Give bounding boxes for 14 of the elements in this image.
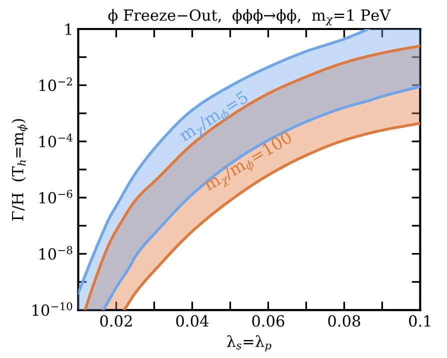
- y-tick-label: 10$^{−10}$: [32, 302, 72, 316]
- x-axis-title: λ$_{s}$=λ$_{p}$: [226, 335, 272, 352]
- x-tick-label: 0.02: [100, 315, 132, 327]
- y-tick-label: 10$^{−6}$: [39, 190, 72, 204]
- chart-title: ϕ Freeze−Out, ϕϕϕ→ϕϕ, m$_{χ}$=1 PeV: [108, 9, 391, 26]
- y-tick-label: 1: [66, 23, 72, 35]
- y-tick-label: 10$^{−8}$: [39, 246, 72, 260]
- x-tick-label: 0.06: [252, 315, 284, 327]
- x-tick-label: 0.1: [409, 315, 430, 327]
- x-tick-label: 0.04: [176, 315, 208, 327]
- y-axis-title: Γ/H (T$_{h}$=m$_{ϕ}$): [12, 119, 28, 220]
- x-tick-label: 0.08: [328, 315, 360, 327]
- y-tick-label: 10$^{−4}$: [39, 134, 72, 148]
- y-tick-label: 10$^{−2}$: [39, 77, 72, 92]
